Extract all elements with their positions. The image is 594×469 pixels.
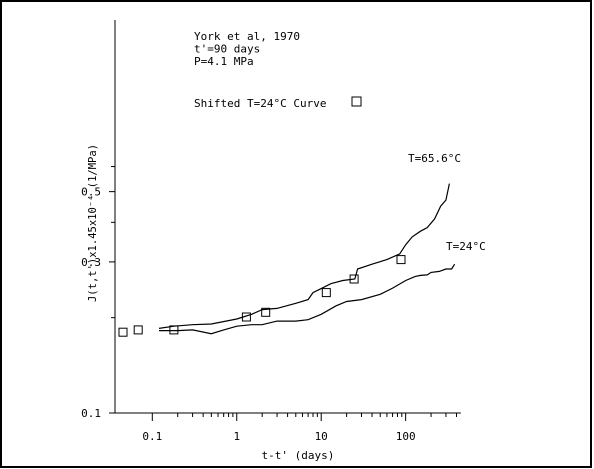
square-marker [118,327,128,337]
series-label-65-6: T=65.6°C [408,152,461,165]
y-tick-label: 0.1 [81,407,101,420]
axes-layer: 0.1 1 10 100 0.1 0.3 0.5 t-t' (days) J(t,t')x1.4… [81,20,461,462]
square-marker [169,325,179,335]
legend-square-marker [351,96,362,107]
series-layer [118,183,456,337]
series-line-0 [158,183,450,329]
annotation-line: t'=90 days [194,43,260,56]
square-marker [241,312,251,322]
x-tick-label: 1 [233,430,240,443]
y-tick-label: 0.5 [81,186,101,199]
x-tick-label: 0.1 [142,430,162,443]
series-line-1 [159,263,456,335]
square-marker [261,307,271,317]
y-tick-label: 0.3 [81,256,101,269]
annotation-line: York et al, 1970 [194,30,300,43]
x-tick-label: 10 [315,430,328,443]
annotation-line: P=4.1 MPa [194,55,254,68]
legend-label: Shifted T=24°C Curve [194,97,326,110]
square-marker [396,255,406,265]
x-axis-label: t-t' (days) [261,449,334,462]
y-axis-label: J(t,t')x1.45x10⁻⁴ (1/MPa) [87,144,99,302]
square-marker [321,288,331,298]
series-label-24: T=24°C [446,240,486,253]
square-marker [349,274,359,284]
square-marker [133,325,143,335]
x-tick-label: 100 [396,430,416,443]
